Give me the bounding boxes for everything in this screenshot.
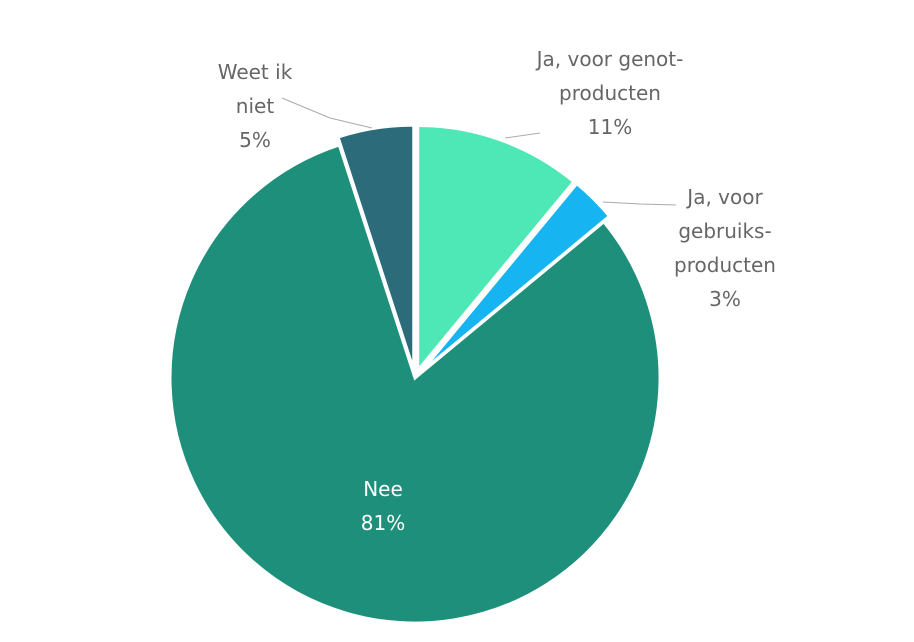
pie-slice xyxy=(416,123,576,375)
category-label: Ja, voor genot-producten xyxy=(536,47,684,105)
pie-slice xyxy=(336,123,416,371)
leader-lines xyxy=(281,97,677,206)
category-label: Weet ik niet xyxy=(217,60,293,118)
category-label: Nee xyxy=(363,477,403,501)
leader-line xyxy=(504,132,541,139)
value-label: 3% xyxy=(709,287,741,311)
leader-line xyxy=(281,97,373,129)
slice-label: Ja, voor genot-producten 11% xyxy=(518,42,703,144)
value-label: 5% xyxy=(239,128,271,152)
slice-label: Nee 81% xyxy=(333,472,433,540)
slice-label: Ja, voor gebruiks-producten 3% xyxy=(665,180,785,316)
pie-slice xyxy=(419,181,612,374)
leader-line xyxy=(602,201,677,206)
value-label: 11% xyxy=(587,115,633,139)
pie-slice xyxy=(168,143,662,625)
slice-label: Weet ik niet 5% xyxy=(208,55,303,157)
value-label: 81% xyxy=(360,511,406,535)
category-label: Ja, voor gebruiks-producten xyxy=(674,185,776,277)
